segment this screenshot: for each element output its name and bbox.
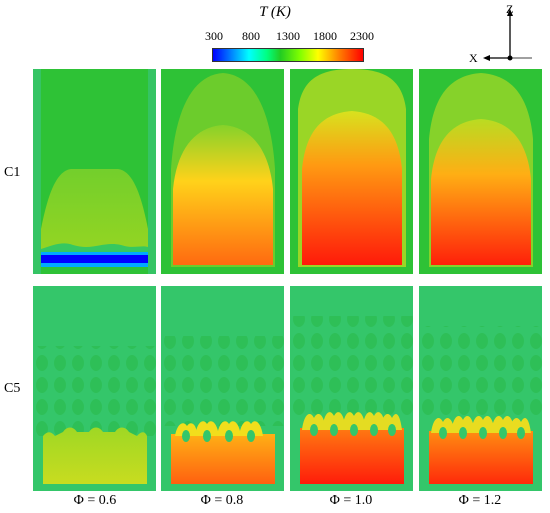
x-arrow-icon [483, 55, 490, 61]
contour-panel-c5-phi-1-2 [419, 286, 542, 491]
contour-panel-c1-phi-0-8 [161, 69, 284, 274]
contour-panel-c5-phi-0-8 [161, 286, 284, 491]
column-label-phi-1-0: Φ = 1.0 [329, 493, 373, 508]
colorbar-tick-label: 2300 [350, 29, 374, 43]
x-axis-label: X [469, 51, 478, 65]
contour-panel-c1-phi-0-6 [33, 69, 156, 274]
column-label-phi-0-6: Φ = 0.6 [73, 493, 117, 508]
row-label-c5: C5 [4, 381, 21, 396]
contour-panel-c5-phi-0-6 [33, 286, 156, 491]
colorbar-tick-label: 800 [242, 29, 260, 43]
colorbar [212, 48, 364, 62]
colorbar-tick-label: 1800 [313, 29, 337, 43]
contour-panel-c5-phi-1-0 [290, 286, 413, 491]
contour-panel-c1-phi-1-2 [419, 69, 542, 274]
colorbar-tick-label: 1300 [276, 29, 300, 43]
column-label-phi-0-8: Φ = 0.8 [200, 493, 244, 508]
colorbar-variable: T [259, 4, 268, 20]
z-axis-label: Z [506, 2, 514, 16]
z-arrow-icon [507, 9, 513, 16]
contour-panel-c1-phi-1-0 [290, 69, 413, 274]
colorbar-unit: (K) [270, 4, 291, 20]
row-label-c1: C1 [4, 165, 21, 180]
axes-triad [483, 9, 532, 61]
colorbar-tick-label: 300 [205, 29, 223, 43]
colorbar-title: T (K) [0, 4, 550, 21]
column-label-phi-1-2: Φ = 1.2 [458, 493, 502, 508]
